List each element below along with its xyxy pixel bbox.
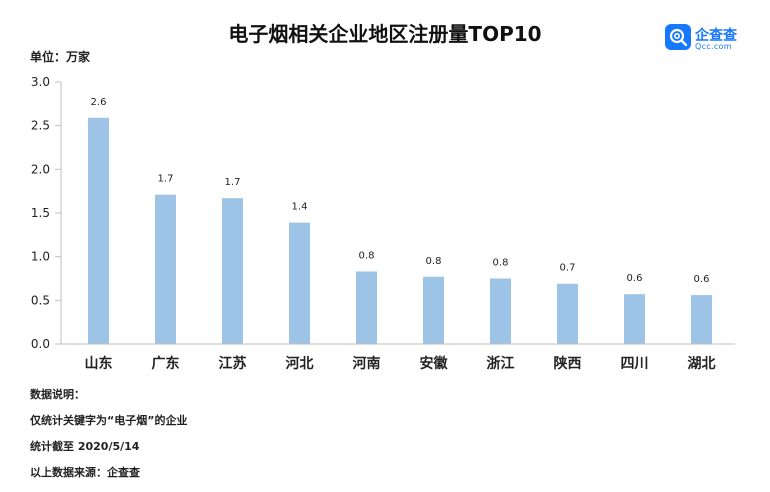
x-tick-label: 陕西 xyxy=(554,355,582,372)
bar-chart: 0.0 0.5 1.0 1.5 2.0 2.5 3.0 2.6 1.7 1.7 1.4 0.8 0.8… xyxy=(31,75,735,372)
bar xyxy=(557,283,578,344)
y-tick-label: 3.0 xyxy=(31,75,50,89)
note-heading: 数据说明： xyxy=(30,388,85,401)
bar xyxy=(691,295,712,344)
data-label: 0.7 xyxy=(560,263,576,274)
x-tick-label: 河北 xyxy=(286,355,314,372)
data-label: 0.8 xyxy=(359,251,375,262)
y-tick-label: 1.5 xyxy=(31,206,50,220)
brand-name: 企查查 xyxy=(695,28,737,44)
x-tick-label: 山东 xyxy=(85,355,113,372)
data-label: 0.8 xyxy=(426,256,442,267)
y-axis: 0.0 0.5 1.0 1.5 2.0 2.5 3.0 xyxy=(31,75,62,351)
x-tick-label: 浙江 xyxy=(487,355,515,372)
data-label: 1.7 xyxy=(158,174,174,185)
y-tick-label: 0.5 xyxy=(31,293,50,307)
x-tick-label: 安徽 xyxy=(420,355,449,372)
data-label: 0.6 xyxy=(627,273,643,284)
note-source: 以上数据来源：企查查 xyxy=(30,466,140,479)
data-label: 1.7 xyxy=(225,177,241,188)
bar xyxy=(356,271,377,344)
x-tick-label: 广东 xyxy=(152,355,180,372)
y-tick-label: 1.0 xyxy=(31,250,50,264)
bar xyxy=(490,278,511,344)
bar xyxy=(88,117,109,344)
bar xyxy=(423,276,444,344)
brand-url: Qcc.com xyxy=(695,42,732,51)
y-tick-label: 2.0 xyxy=(31,162,50,176)
x-tick-label: 江苏 xyxy=(219,355,247,372)
notes: 数据说明： 仅统计关键字为“电子烟”的企业 统计截至 2020/5/14 以上数… xyxy=(30,388,187,492)
bar xyxy=(624,294,645,344)
data-label: 0.8 xyxy=(493,258,509,269)
x-tick-label: 四川 xyxy=(621,356,649,372)
data-label: 2.6 xyxy=(91,97,107,108)
data-label: 1.4 xyxy=(292,202,308,213)
bar xyxy=(289,222,310,344)
data-label: 0.6 xyxy=(694,274,710,285)
bars: 2.6 1.7 1.7 1.4 0.8 0.8 0.8 0.7 0.6 0.6 xyxy=(88,97,712,344)
qcc-logo-icon xyxy=(665,24,691,50)
x-tick-label: 湖北 xyxy=(688,356,716,372)
note-scope: 仅统计关键字为“电子烟”的企业 xyxy=(30,414,188,427)
y-tick-label: 2.5 xyxy=(31,119,50,133)
x-axis: 山东 广东 江苏 河北 河南 安徽 浙江 陕西 四川 湖北 xyxy=(61,343,735,372)
y-tick-label: 0.0 xyxy=(31,337,50,351)
bar xyxy=(155,194,176,344)
brand-logo: 企查查 Qcc.com xyxy=(665,24,749,54)
x-tick-label: 河南 xyxy=(353,355,381,372)
unit-label: 单位：万家 xyxy=(30,50,91,64)
note-date: 统计截至 2020/5/14 xyxy=(30,440,140,453)
chart-title: 电子烟相关企业地区注册量TOP10 xyxy=(228,22,542,46)
bar xyxy=(222,198,243,344)
